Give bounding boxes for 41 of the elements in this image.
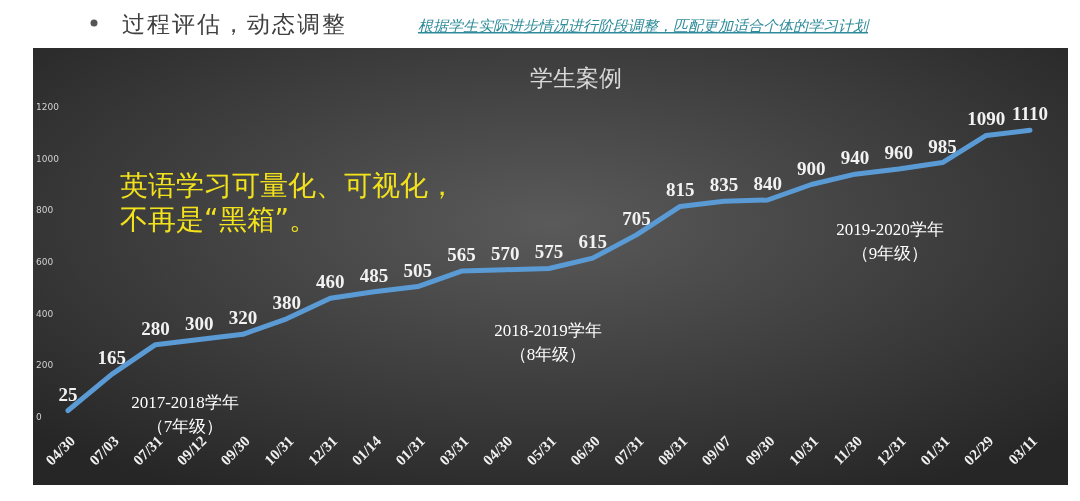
chart-title: 学生案例 [529,65,622,91]
y-tick-label: 800 [36,205,54,216]
data-label: 505 [403,259,433,281]
annotation: 英语学习可量化、可视化， [120,169,456,202]
data-label: 460 [316,271,345,293]
annotation: （9年级） [851,244,929,263]
y-tick-label: 400 [36,308,54,319]
data-label: 835 [709,174,739,196]
data-label: 320 [228,307,258,329]
data-label: 840 [753,173,782,194]
data-label: 1090 [967,108,1006,130]
data-label: 900 [797,157,826,179]
data-label: 985 [928,135,957,157]
data-label: 25 [58,383,78,405]
data-label: 485 [359,264,389,286]
annotation: （8年级） [509,345,587,364]
data-label: 1110 [1012,103,1048,125]
data-label: 615 [578,231,607,253]
text: （7年级） [146,417,224,436]
data-label: 380 [272,291,301,313]
annotation: 不再是“黑箱”。 [120,203,318,236]
data-label: 280 [141,317,170,339]
y-tick-label: 1200 [36,102,60,112]
data-label: 565 [447,244,476,266]
data-label: 960 [884,142,914,163]
data-label: 940 [840,147,870,169]
annotation: 2018-2019学年 [494,321,602,340]
text: 根据学生实际进步情况进行阶段调整，匹配更加适合个体的学习计划 [418,18,870,34]
y-tick-label: 0 [36,412,42,422]
annotation: 2017-2018学年 [131,393,239,412]
data-label: 705 [622,207,651,229]
y-tick-label: 1000 [36,153,60,164]
data-label: 815 [665,179,695,201]
data-label: 300 [184,312,214,334]
data-label: 575 [534,241,564,263]
data-label: 165 [97,347,126,369]
annotation: 2019-2020学年 [836,220,944,239]
text: 过程评估，动态调整 [122,11,347,37]
y-tick-label: 600 [36,257,54,267]
data-label: 570 [491,242,520,264]
y-tick-label: 200 [36,360,54,371]
